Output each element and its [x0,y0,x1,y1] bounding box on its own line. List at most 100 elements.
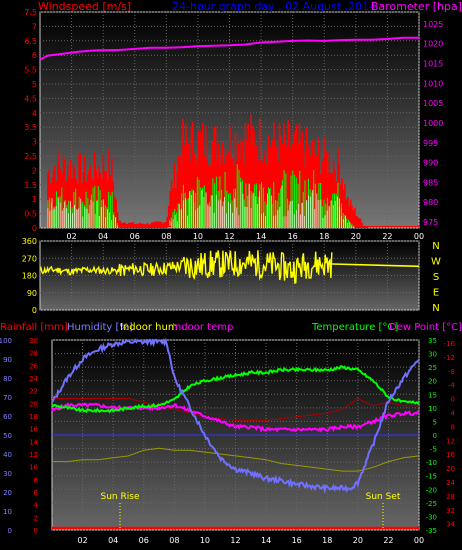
rain-tick-label: 26 [29,362,38,370]
baro-tick-label: 1005 [423,99,443,108]
wind-baro-panel: 0 0.5 1 1.5 2 2.5 3 3.5 4 4.5 5 5.5 6 6.5 7 7.5 975 980 98… [24,0,462,241]
humidity-tick-label: 0 [8,527,12,535]
temp-humidity-series [51,337,420,530]
temp-x-tick-label: 10 [200,536,210,545]
baro-tick-label: 980 [423,198,438,207]
legend-indoor-hum: Indoor hum [120,322,178,333]
humidity-tick-label: 100 [0,337,12,345]
dew-tick-label: 8 [451,423,455,431]
compass-label: N [432,303,439,314]
dew-tick-label: 28 [446,493,455,501]
rain-tick-label: 2 [34,514,38,522]
dir-tick-label: 360 [22,237,37,246]
wind-x-tick-label: 18 [319,232,329,241]
graph-title: 24-hour graph day , 02 August ,2014 [172,0,376,13]
baro-tick-label: 1025 [423,20,443,29]
temperature-line [51,365,420,414]
dir-tick-label: 180 [22,272,37,281]
wind-direction-line [39,250,333,285]
wind-x-tick-label: 12 [224,232,234,241]
temp-x-tick-label: 14 [261,536,271,545]
sun-set-label: Sun Set [366,492,401,502]
temp-x-tick-label: 04 [108,536,118,545]
humidity-tick-label: 90 [3,356,12,364]
wind-tick-label: 3 [32,138,37,147]
dew-tick-label: -8 [448,368,455,376]
wind-tick-label: 1 [32,195,37,204]
sun-rise-label: Sun Rise [101,492,140,502]
temp-tick-label: -10 [426,459,437,467]
rain-tick-label: 14 [29,438,38,446]
wind-x-tick-label: 20 [351,232,361,241]
temp-x-tick-label: 08 [169,536,179,545]
baro-tick-label: 975 [423,218,438,227]
temp-tick-label: -15 [426,473,437,481]
baro-tick-label: 1015 [423,60,443,69]
legend-rainfall: Rainfall [mm] [0,322,68,333]
wind-tick-label: 6 [32,51,37,60]
humidity-tick-label: 30 [3,470,12,478]
wind-x-tick-label: 02 [66,232,76,241]
temp-tick-label: 10 [428,405,437,413]
compass-label: N [432,241,439,252]
humidity-line [51,337,420,495]
legend-indoor-temp: Indoor temp [172,322,233,333]
temp-tick-label: 30 [428,351,437,359]
wind-tick-label: 5.5 [24,66,37,75]
dew-tick-label: -4 [448,382,456,390]
rain-tick-label: 4 [34,502,39,510]
rain-tick-label: 22 [29,388,38,396]
temp-x-tick-label: 16 [292,536,302,545]
legend-dew-point: Dew Point [°C] [389,322,462,333]
rain-tick-label: 24 [29,375,38,383]
compass-label: E [433,288,439,299]
wind-tick-label: 0.5 [24,210,37,219]
rain-tick-label: 18 [29,413,38,421]
baro-tick-label: 990 [423,159,438,168]
temp-humidity-grid [52,339,420,531]
dew-tick-label: 24 [446,479,455,487]
temp-tick-label: 20 [428,378,437,386]
dew-point-line [51,402,420,433]
rain-tick-label: 6 [34,489,39,497]
dew-tick-label: 4 [451,410,456,418]
wind-x-tick-label: 16 [288,232,298,241]
legend-humidity: Humidity [%] [67,322,133,333]
wind-x-tick-label: 10 [193,232,203,241]
wind-x-tick-label: 04 [98,232,108,241]
dew-tick-label: -12 [444,354,455,362]
temp-tick-label: 25 [428,364,437,372]
dew-tick-label: 12 [446,437,455,445]
dir-tick-label: 270 [22,254,37,263]
wind-tick-label: 6.5 [24,37,37,46]
baro-tick-label: 1000 [423,119,443,128]
barometer-label: Barometer [hpa] [371,0,462,13]
humidity-tick-label: 50 [3,432,12,440]
temp-tick-label: -25 [426,500,437,508]
humidity-tick-label: 40 [3,451,12,459]
baro-tick-label: 985 [423,178,438,187]
temp-x-tick-label: 06 [139,536,149,545]
temp-x-tick-label: 22 [383,536,393,545]
dew-tick-label: 34 [446,521,455,529]
wind-baro-axes: 0 0.5 1 1.5 2 2.5 3 3.5 4 4.5 5 5.5 6 6.5 7 7.5 975 980 98… [24,8,443,241]
wind-tick-label: 4 [32,109,37,118]
wind-tick-label: 4.5 [24,94,37,103]
compass-label: S [433,272,439,283]
humidity-tick-label: 60 [3,413,12,421]
temp-x-tick-label: 02 [77,536,87,545]
barometer-line [39,36,419,61]
legend-temperature: Temperature [°C] [311,322,398,333]
wind-x-tick-label: 06 [130,232,140,241]
rain-tick-label: 16 [29,426,38,434]
wind-tick-label: 5 [32,80,37,89]
rain-tick-label: 0 [34,527,38,535]
temp-humidity-panel: 0102030405060708090100024681012141618202… [0,322,462,545]
temp-x-tick-label: 18 [322,536,332,545]
wind-baro-series [39,36,419,228]
temp-tick-label: 15 [428,391,437,399]
humidity-tick-label: 10 [3,508,12,516]
wind-direction-series [39,250,420,285]
dew-tick-label: 0 [451,396,455,404]
